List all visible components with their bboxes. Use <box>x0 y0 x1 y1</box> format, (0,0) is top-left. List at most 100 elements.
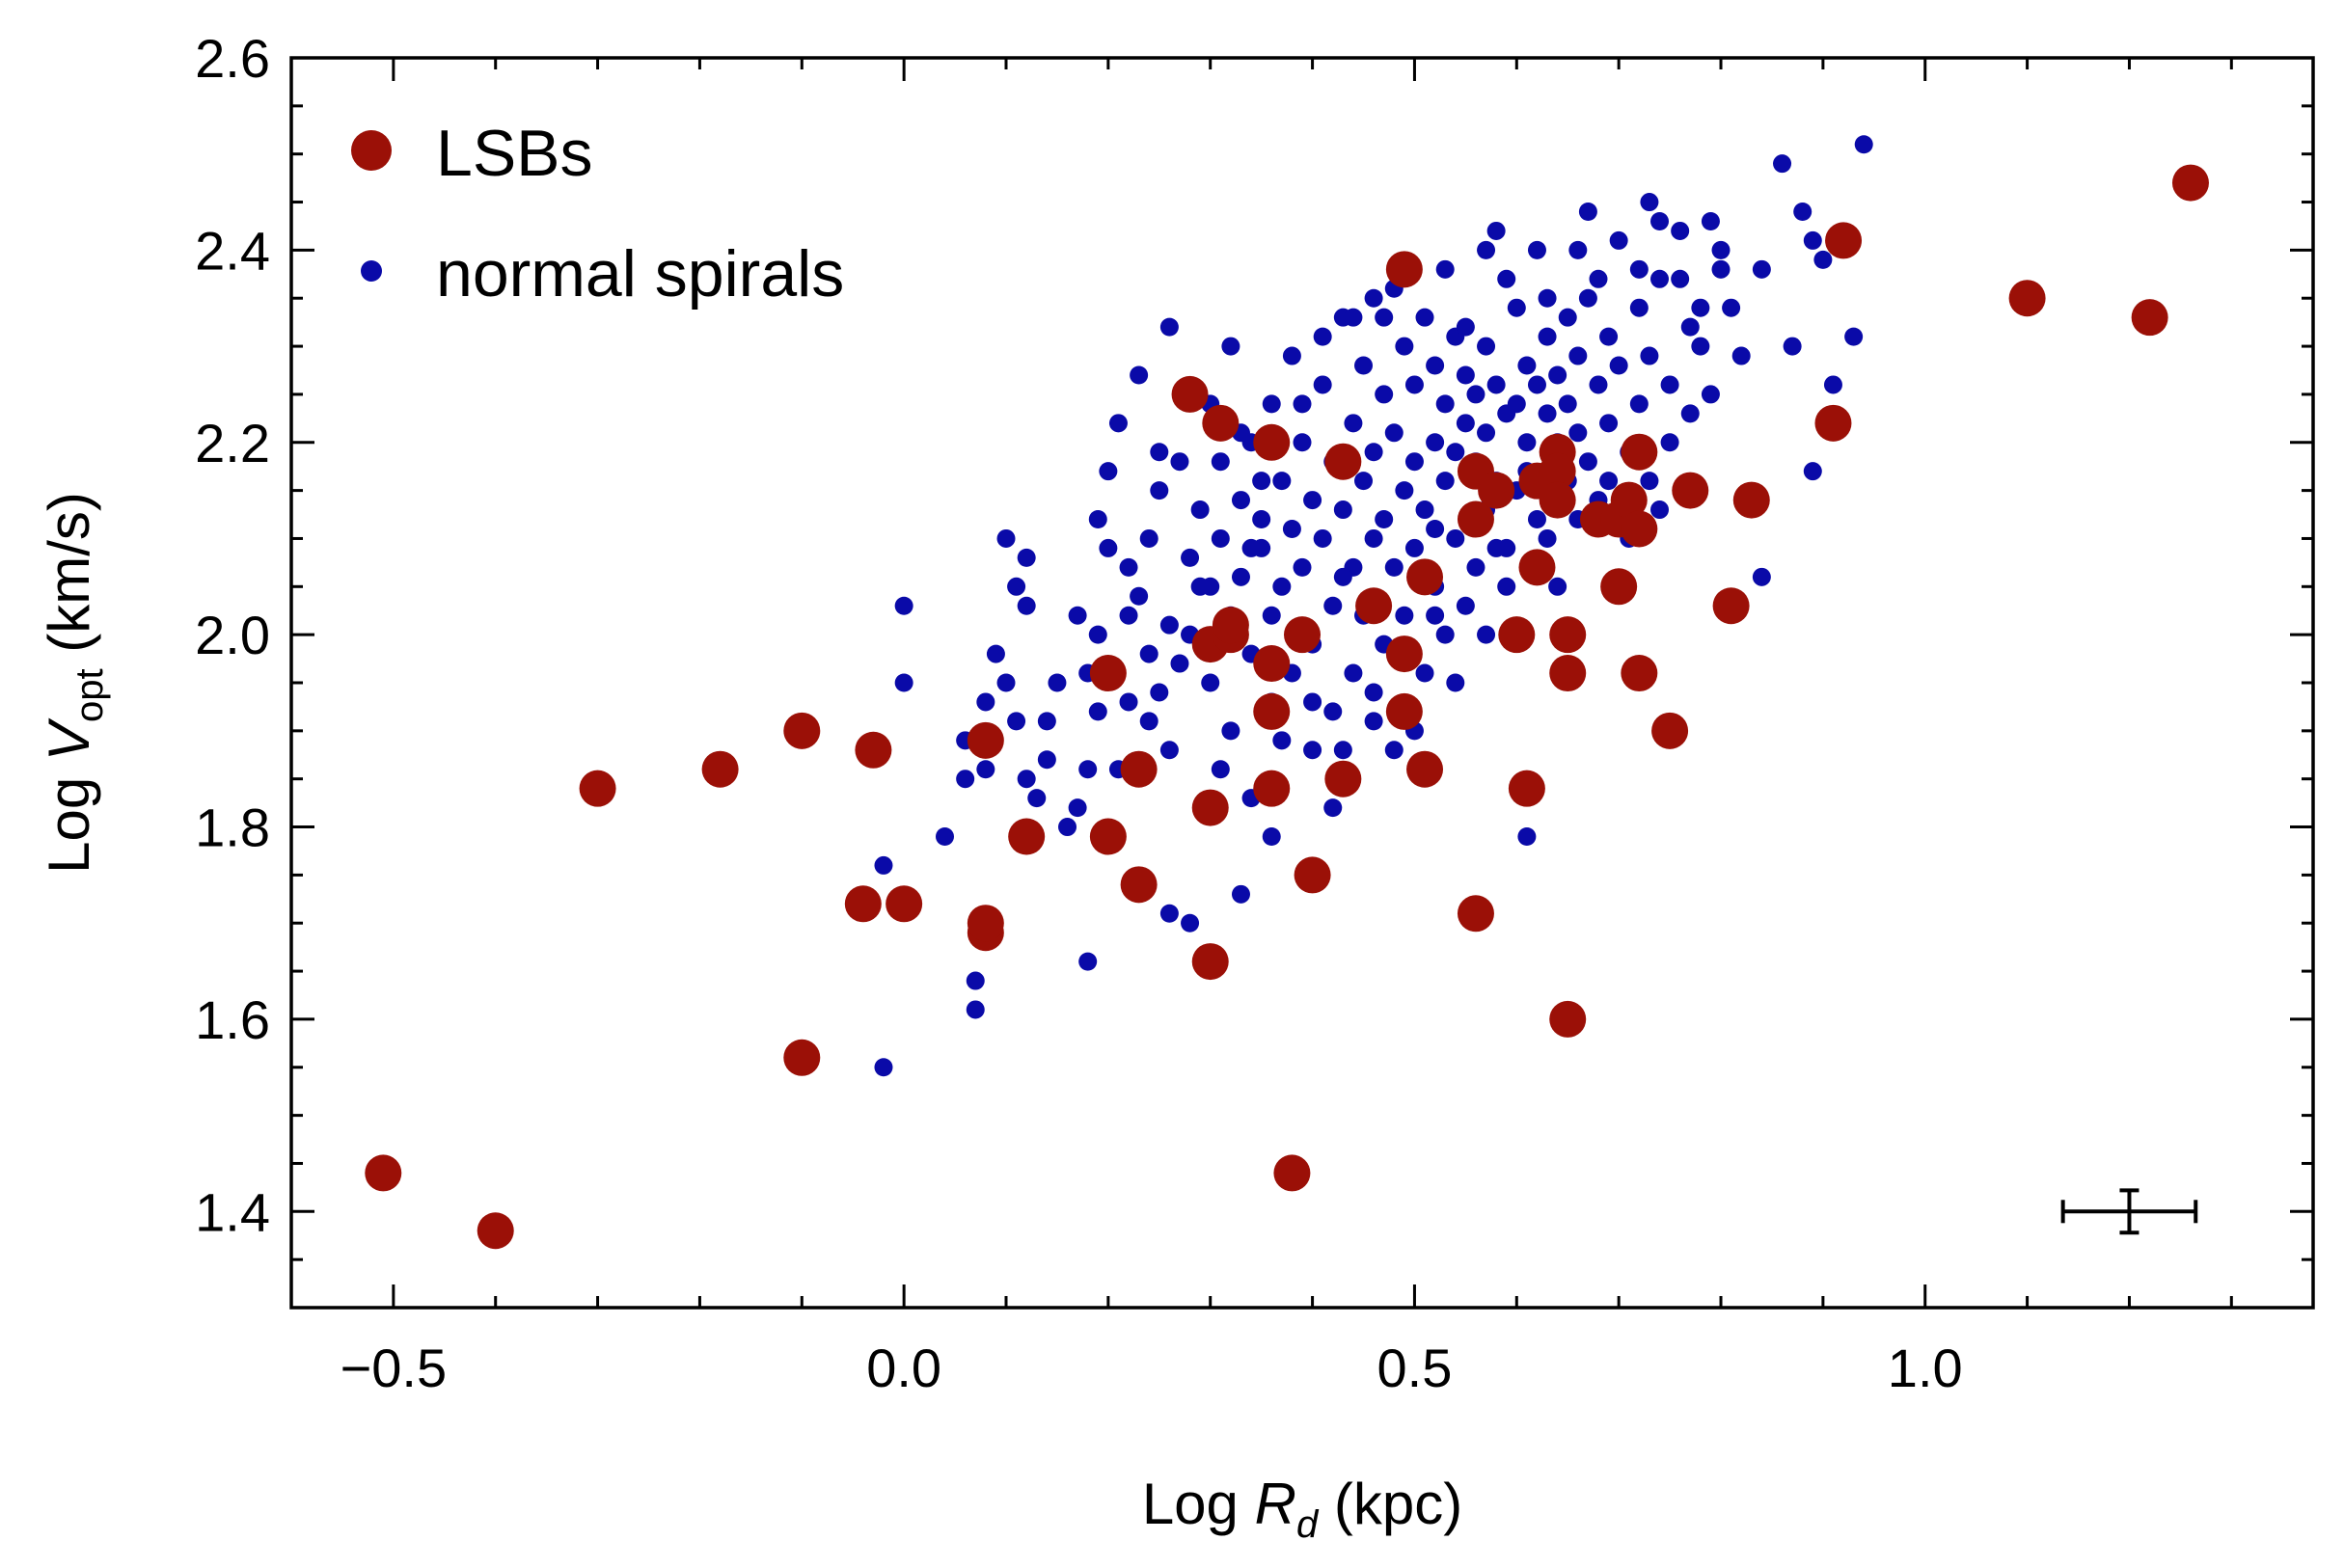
normal-spiral-point <box>1773 154 1792 174</box>
normal-spiral-point <box>1517 827 1537 847</box>
normal-spiral-point <box>1609 230 1628 250</box>
normal-spiral-point <box>935 827 954 847</box>
normal-spiral-point <box>1404 452 1424 472</box>
normal-spiral-point <box>1680 317 1700 337</box>
lsb-point <box>855 731 892 769</box>
normal-spiral-point <box>1456 596 1475 615</box>
normal-spiral-point <box>1313 327 1332 346</box>
normal-spiral-point <box>1078 760 1098 779</box>
normal-spiral-point <box>1629 298 1649 317</box>
lsb-point <box>1385 251 1423 288</box>
normal-spiral-point <box>1375 510 1394 529</box>
lsb-point <box>1253 770 1291 807</box>
normal-spiral-point <box>1293 557 1312 577</box>
x-tick-label: 0.5 <box>1377 1338 1453 1398</box>
normal-spiral-point <box>1803 230 1822 250</box>
lsb-point <box>1212 607 1249 644</box>
normal-spiral-point <box>1426 606 1445 625</box>
lsb-point <box>1406 750 1444 788</box>
normal-spiral-point <box>1527 240 1546 259</box>
normal-spiral-point <box>1017 770 1036 789</box>
lsb-point <box>1600 568 1638 606</box>
normal-spiral-point <box>1181 548 1200 567</box>
lsb-point <box>967 721 1004 759</box>
normal-spiral-point <box>1435 625 1455 644</box>
x-tick-label: 1.0 <box>1888 1338 1963 1398</box>
normal-spiral-point <box>1435 394 1455 414</box>
normal-spiral-point <box>1159 317 1179 337</box>
normal-spiral-point <box>1170 654 1189 673</box>
normal-spiral-point <box>1752 259 1771 279</box>
normal-spiral-point <box>1752 567 1771 586</box>
lsb-point <box>886 885 923 923</box>
normal-spiral-point <box>1477 625 1496 644</box>
normal-spiral-point <box>1578 203 1597 222</box>
normal-spiral-point <box>1252 510 1271 529</box>
normal-spiral-point <box>1068 798 1087 818</box>
lsb-point <box>783 712 821 749</box>
lsb-point <box>1610 481 1648 519</box>
normal-spiral-point <box>1150 443 1169 462</box>
normal-spiral-point <box>1159 741 1179 760</box>
lsb-point <box>1253 423 1291 461</box>
normal-spiral-point <box>1150 683 1169 702</box>
normal-spiral-point <box>1364 528 1383 548</box>
normal-spiral-point <box>1231 491 1250 510</box>
normal-spiral-point <box>1303 692 1322 712</box>
lsb-point <box>1202 404 1240 442</box>
normal-spiral-point <box>1282 346 1301 365</box>
normal-spiral-point <box>1323 702 1343 721</box>
normal-spiral-point <box>1466 385 1485 404</box>
normal-spiral-point <box>1486 375 1506 394</box>
lsb-point <box>1355 587 1393 625</box>
normal-spiral-point <box>894 673 913 692</box>
lsb-point <box>701 750 739 788</box>
normal-spiral-point <box>956 770 975 789</box>
normal-spiral-point <box>1426 519 1445 538</box>
lsb-point <box>1191 943 1229 981</box>
normal-spiral-point <box>1599 414 1619 433</box>
normal-spiral-point <box>1680 404 1700 423</box>
normal-spiral-point <box>1640 193 1659 212</box>
normal-spiral-point <box>874 855 893 875</box>
normal-spiral-point <box>1691 337 1710 356</box>
normal-spiral-point <box>1446 673 1465 692</box>
y-axis-label: Log Vopt (km/s) <box>37 492 111 874</box>
x-axis-label: Log Rd (kpc) <box>1142 1472 1462 1546</box>
error-bar <box>2060 1188 2198 1235</box>
normal-spiral-point <box>1456 317 1475 337</box>
normal-spiral-point <box>1823 375 1842 394</box>
normal-spiral-point <box>1139 712 1158 731</box>
normal-spiral-point <box>1671 221 1690 240</box>
normal-spiral-point <box>1691 298 1710 317</box>
y-tick-label: 1.8 <box>195 798 270 858</box>
lsb-point <box>1171 375 1209 413</box>
normal-spiral-point <box>1130 365 1149 385</box>
normal-spiral-point <box>1293 394 1312 414</box>
normal-spiral-point <box>1793 203 1813 222</box>
normal-spiral-point <box>1282 519 1301 538</box>
normal-spiral-point <box>1272 472 1292 491</box>
normal-spiral-point <box>1375 308 1394 327</box>
lsb-point <box>783 1039 821 1076</box>
normal-spiral-point <box>1048 673 1067 692</box>
normal-spiral-point <box>1139 528 1158 548</box>
normal-spiral-point <box>1640 346 1659 365</box>
normal-spiral-point <box>1007 712 1026 731</box>
normal-spiral-point <box>1211 760 1230 779</box>
lsb-point <box>1294 856 1331 894</box>
normal-spiral-point <box>1262 827 1281 847</box>
y-tick-label: 2.4 <box>195 220 270 281</box>
normal-spiral-point <box>1344 308 1363 327</box>
normal-spiral-point <box>1477 240 1496 259</box>
normal-spiral-point <box>1568 423 1588 443</box>
normal-spiral-point <box>1671 269 1690 288</box>
normal-spiral-point <box>1568 346 1588 365</box>
lsb-point <box>2171 164 2209 202</box>
normal-spiral-point <box>986 644 1005 663</box>
normal-spiral-point <box>1578 452 1597 472</box>
normal-spiral-point <box>1629 259 1649 279</box>
normal-spiral-point <box>1435 472 1455 491</box>
legend: LSBs normal spirals <box>351 117 844 311</box>
